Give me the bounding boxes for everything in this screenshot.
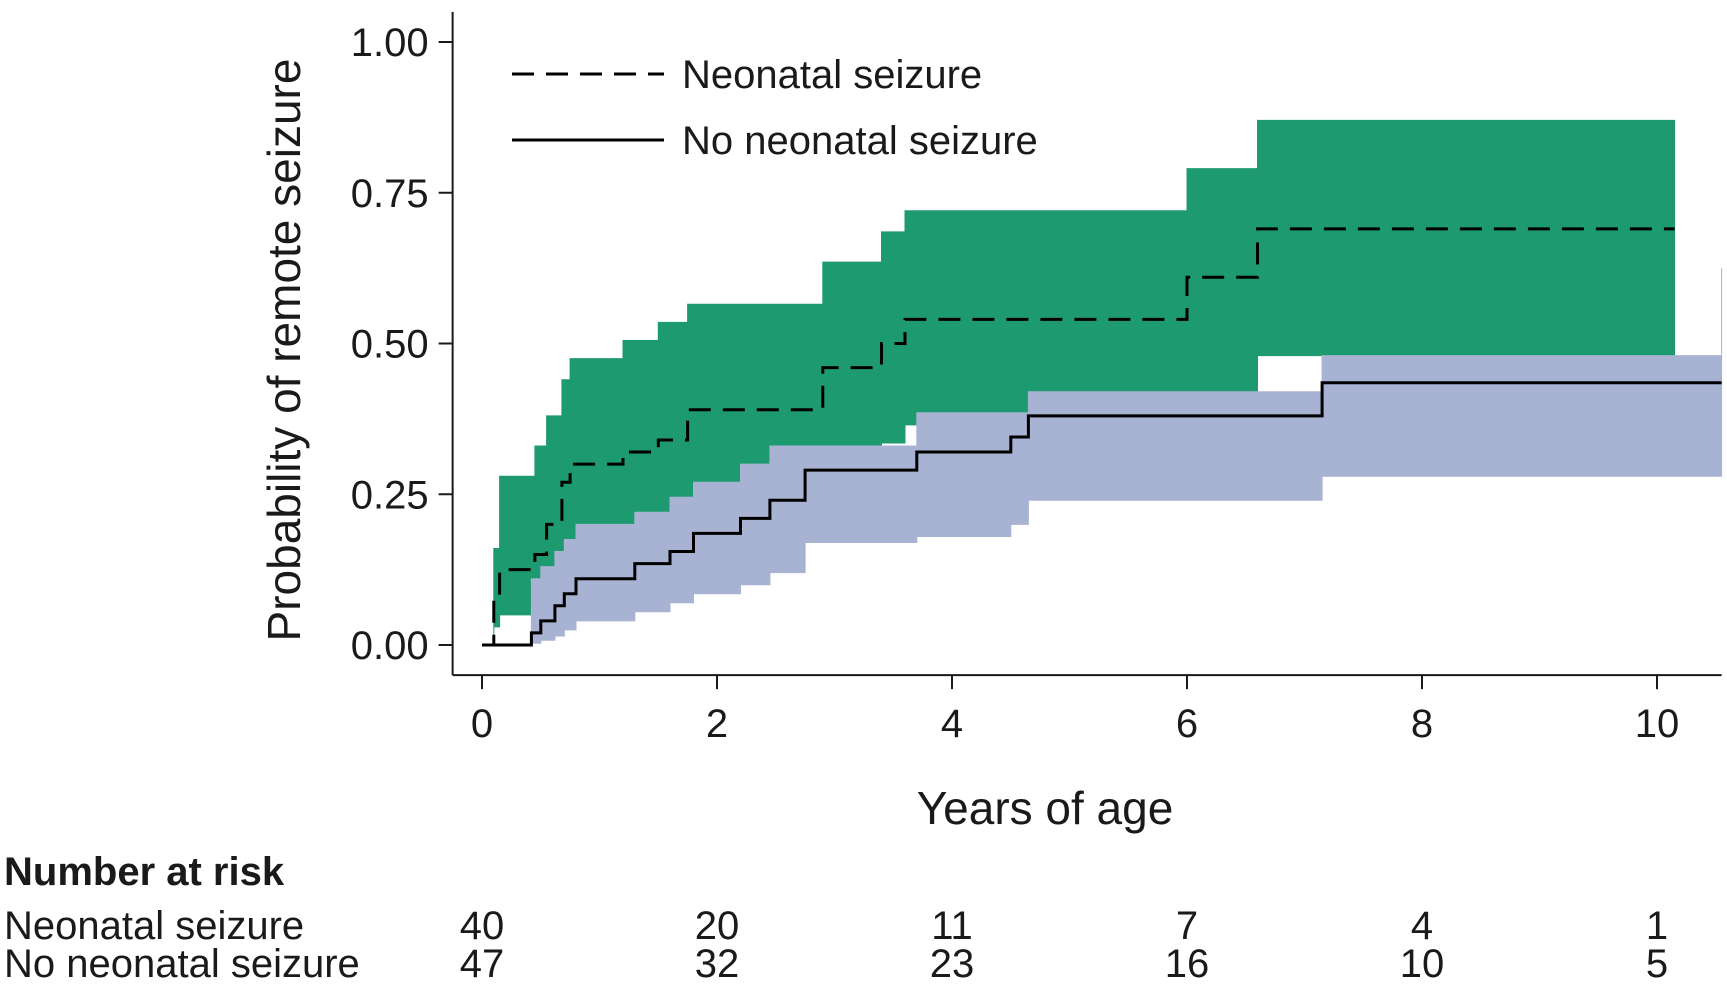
risk-count: 10 [1400, 942, 1445, 986]
risk-count: 4 [1411, 904, 1433, 948]
risk-count: 5 [1646, 942, 1668, 986]
risk-row-label: No neonatal seizure [4, 942, 360, 986]
risk-count: 23 [930, 942, 975, 986]
number-at-risk-table: Number at risk Neonatal seizure 40 20 11 7 4 1 N… [4, 850, 1668, 986]
risk-count: 16 [1165, 942, 1210, 986]
survival-curves [482, 227, 1722, 647]
x-tick-label: 2 [706, 702, 728, 746]
x-tick-label: 0 [471, 702, 493, 746]
y-tick-label: 0.00 [351, 624, 429, 668]
y-tick-label: 0.75 [351, 172, 429, 216]
y-axis-title: Probability of remote seizure [258, 59, 310, 642]
risk-count: 11 [931, 904, 973, 948]
axes: 0.00 0.25 0.50 0.75 1.00 0 2 4 6 8 10 [351, 11, 1722, 746]
x-tick-label: 4 [941, 702, 963, 746]
step-line-series-1 [482, 227, 1675, 647]
risk-count: 1 [1646, 904, 1668, 948]
risk-count: 20 [695, 904, 740, 948]
x-axis-title: Years of age [917, 782, 1174, 834]
confidence-bands [482, 119, 1723, 646]
risk-count: 40 [460, 904, 505, 948]
step-line-series-2 [482, 381, 1722, 647]
legend: Neonatal seizure No neonatal seizure [512, 53, 1038, 163]
risk-count: 47 [460, 942, 505, 986]
x-tick-label: 6 [1176, 702, 1198, 746]
legend-label-series-2: No neonatal seizure [682, 119, 1038, 163]
y-tick-label: 1.00 [351, 21, 429, 65]
risk-table-title: Number at risk [4, 850, 285, 894]
legend-label-series-1: Neonatal seizure [682, 53, 982, 97]
y-tick-label: 0.25 [351, 473, 429, 517]
risk-count: 32 [695, 942, 740, 986]
risk-row-label: Neonatal seizure [4, 904, 304, 948]
ci-band-series-2 [482, 268, 1723, 646]
risk-count: 7 [1176, 904, 1198, 948]
x-tick-label: 8 [1411, 702, 1433, 746]
x-tick-label: 10 [1635, 702, 1680, 746]
y-tick-label: 0.50 [351, 323, 429, 367]
